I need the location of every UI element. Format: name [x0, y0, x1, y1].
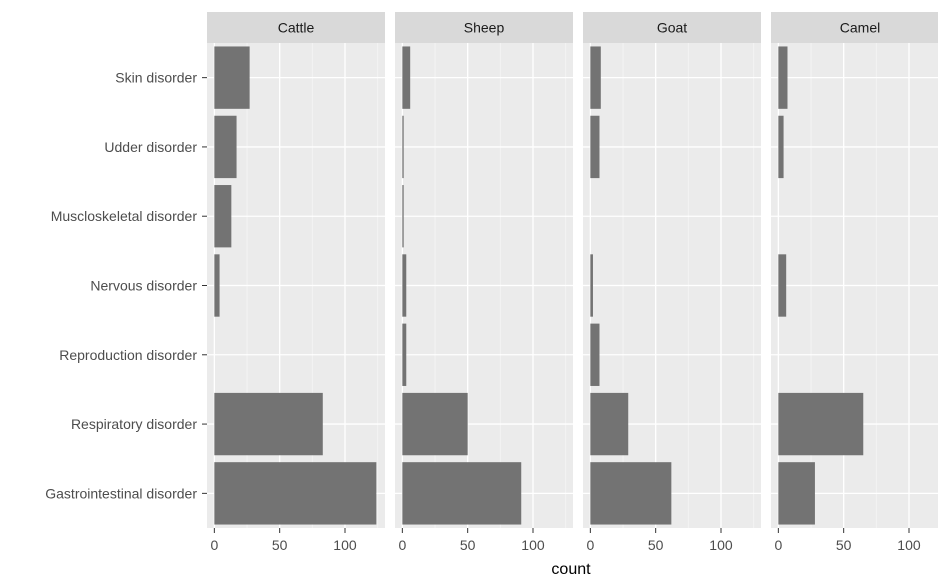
- bar-camel-skin-disorder: [778, 46, 788, 109]
- facet-label-goat: Goat: [657, 20, 687, 36]
- category-label-muscloskeletal-disorder: Muscloskeletal disorder: [51, 208, 198, 224]
- facet-panel-sheep: Sheep 0 50 100: [395, 12, 573, 553]
- x-tick-label: 0: [398, 537, 406, 553]
- facet-panel-camel: Camel 0 50 100: [771, 12, 938, 553]
- x-tick-label: 0: [586, 537, 594, 553]
- bar-goat-udder-disorder: [590, 115, 600, 179]
- bar-goat-skin-disorder: [590, 46, 601, 109]
- bar-cattle-udder-disorder: [214, 115, 237, 179]
- bar-sheep-nervous-disorder: [402, 254, 407, 317]
- bar-cattle-nervous-disorder: [214, 254, 220, 317]
- bar-camel-udder-disorder: [778, 115, 784, 179]
- facet-strip: [207, 12, 385, 43]
- bar-goat-respiratory-disorder: [590, 392, 629, 456]
- bar-camel-nervous-disorder: [778, 254, 787, 317]
- facet-label-sheep: Sheep: [464, 20, 505, 36]
- x-tick-label: 0: [774, 537, 782, 553]
- x-tick-label: 100: [333, 537, 357, 553]
- bar-sheep-reproduction-disorder: [402, 323, 407, 386]
- bar-cattle-skin-disorder: [214, 46, 250, 109]
- bar-goat-reproduction-disorder: [590, 323, 600, 386]
- bar-sheep-respiratory-disorder: [402, 392, 468, 456]
- facet-label-camel: Camel: [840, 20, 880, 36]
- x-tick-label: 50: [460, 537, 476, 553]
- x-tick-label: 50: [272, 537, 288, 553]
- bar-goat-gastrointestinal-disorder: [590, 462, 672, 525]
- category-label-respiratory-disorder: Respiratory disorder: [71, 416, 197, 432]
- facet-strip: [771, 12, 938, 43]
- category-label-udder-disorder: Udder disorder: [104, 139, 197, 155]
- x-tick-label: 100: [521, 537, 545, 553]
- bar-sheep-gastrointestinal-disorder: [402, 462, 522, 525]
- facet-panel-cattle: Cattle 0 50 100: [207, 12, 385, 553]
- x-tick-label: 0: [210, 537, 218, 553]
- x-axis-title: count: [551, 561, 591, 578]
- bar-cattle-muscloskeletal-disorder: [214, 185, 232, 248]
- bar-goat-nervous-disorder: [590, 254, 593, 317]
- facet-strip: [583, 12, 761, 43]
- category-label-nervous-disorder: Nervous disorder: [90, 278, 197, 294]
- bar-sheep-muscloskeletal-disorder: [402, 185, 404, 248]
- bar-sheep-skin-disorder: [402, 46, 411, 109]
- category-label-reproduction-disorder: Reproduction disorder: [59, 347, 197, 363]
- category-label-skin-disorder: Skin disorder: [115, 70, 197, 86]
- x-tick-label: 100: [897, 537, 921, 553]
- facet-panels: Cattle 0 50 100 Sheep 0 50 100 Goat 0 50 100 Camel 0 5…: [207, 12, 938, 553]
- bar-camel-respiratory-disorder: [778, 392, 864, 456]
- category-labels: Skin disorder Udder disorder Muscloskeleta…: [45, 70, 207, 501]
- x-tick-label: 50: [836, 537, 852, 553]
- facet-label-cattle: Cattle: [278, 20, 315, 36]
- bar-camel-gastrointestinal-disorder: [778, 462, 815, 525]
- category-label-gastrointestinal-disorder: Gastrointestinal disorder: [45, 485, 197, 501]
- bar-sheep-udder-disorder: [402, 115, 404, 179]
- x-tick-label: 100: [709, 537, 733, 553]
- bar-cattle-respiratory-disorder: [214, 392, 323, 456]
- facet-panel-goat: Goat 0 50 100: [583, 12, 761, 553]
- facet-strip: [395, 12, 573, 43]
- x-tick-label: 50: [648, 537, 664, 553]
- bar-cattle-gastrointestinal-disorder: [214, 462, 377, 525]
